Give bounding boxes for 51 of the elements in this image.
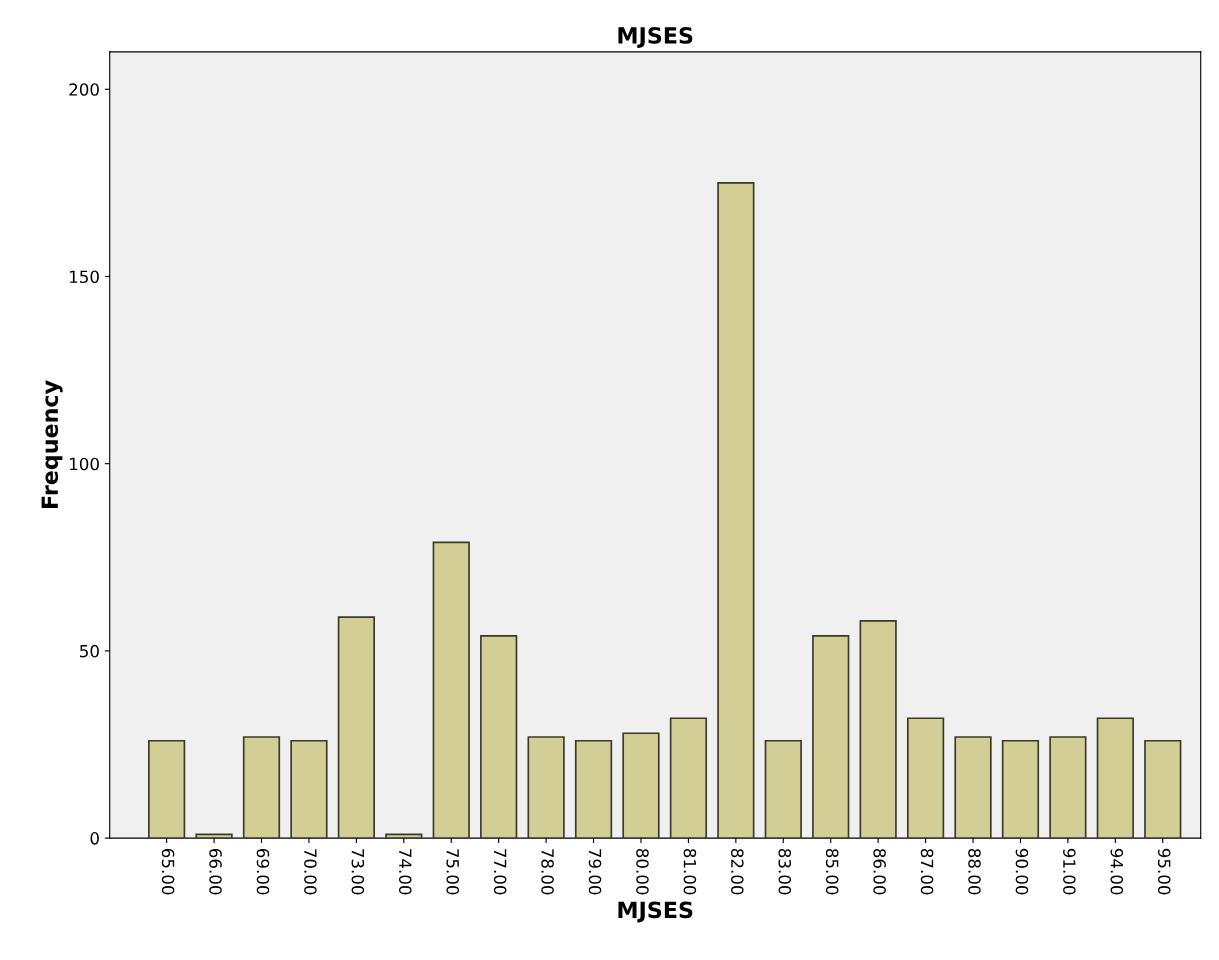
x-tick-label: 85.00 <box>825 848 839 895</box>
y-axis-title: Frequency <box>41 380 63 508</box>
x-tick-label: 65.00 <box>161 848 175 895</box>
x-tick-label: 79.00 <box>588 849 602 895</box>
bar <box>242 736 281 839</box>
x-tick-label: 73.00 <box>351 849 365 895</box>
bar <box>954 736 992 839</box>
x-tick-label: 80.00 <box>636 848 649 895</box>
x-tick-label: 95.00 <box>1157 848 1171 895</box>
x-tick-label: 88.00 <box>968 848 981 895</box>
x-tick-label: 87.00 <box>920 848 934 895</box>
bar <box>290 739 328 839</box>
bar <box>717 182 755 839</box>
bar <box>1144 739 1182 839</box>
bar <box>480 635 518 839</box>
y-tick-label: 0 <box>90 832 99 845</box>
bar <box>148 739 186 839</box>
x-tick-label: 83.00 <box>778 848 792 895</box>
bar <box>1001 739 1040 839</box>
x-tick-label: 70.00 <box>304 849 317 895</box>
x-tick-label: 69.00 <box>256 848 270 895</box>
y-tick-label: 150 <box>70 270 99 284</box>
x-axis-title: MJSES <box>618 901 693 923</box>
x-tick-label: 82.00 <box>731 848 744 895</box>
x-tick-label: 66.00 <box>209 848 222 895</box>
bar <box>432 541 470 839</box>
bar <box>1096 717 1134 839</box>
y-tick-label: 100 <box>70 457 99 471</box>
bar <box>764 739 802 839</box>
bar <box>574 739 613 839</box>
bar <box>527 736 565 839</box>
bar <box>195 833 233 839</box>
bar <box>859 620 897 839</box>
bar <box>906 717 945 839</box>
bar <box>622 732 660 839</box>
bar <box>812 635 850 839</box>
x-tick-label: 91.00 <box>1063 848 1076 895</box>
x-tick-label: 78.00 <box>541 849 554 895</box>
x-tick-label: 75.00 <box>446 849 460 895</box>
x-tick-label: 86.00 <box>873 848 886 895</box>
chart-title: MJSES <box>618 27 693 48</box>
x-tick-label: 81.00 <box>683 848 697 895</box>
x-tick-label: 90.00 <box>1015 848 1029 895</box>
bar <box>1049 736 1087 839</box>
x-tick-label: 94.00 <box>1110 848 1124 895</box>
bar <box>337 616 375 839</box>
y-tick-label: 200 <box>69 83 99 96</box>
x-tick-label: 77.00 <box>493 849 507 895</box>
x-tick-label: 74.00 <box>398 849 412 895</box>
bar <box>669 717 708 839</box>
y-tick-label: 50 <box>80 644 99 658</box>
